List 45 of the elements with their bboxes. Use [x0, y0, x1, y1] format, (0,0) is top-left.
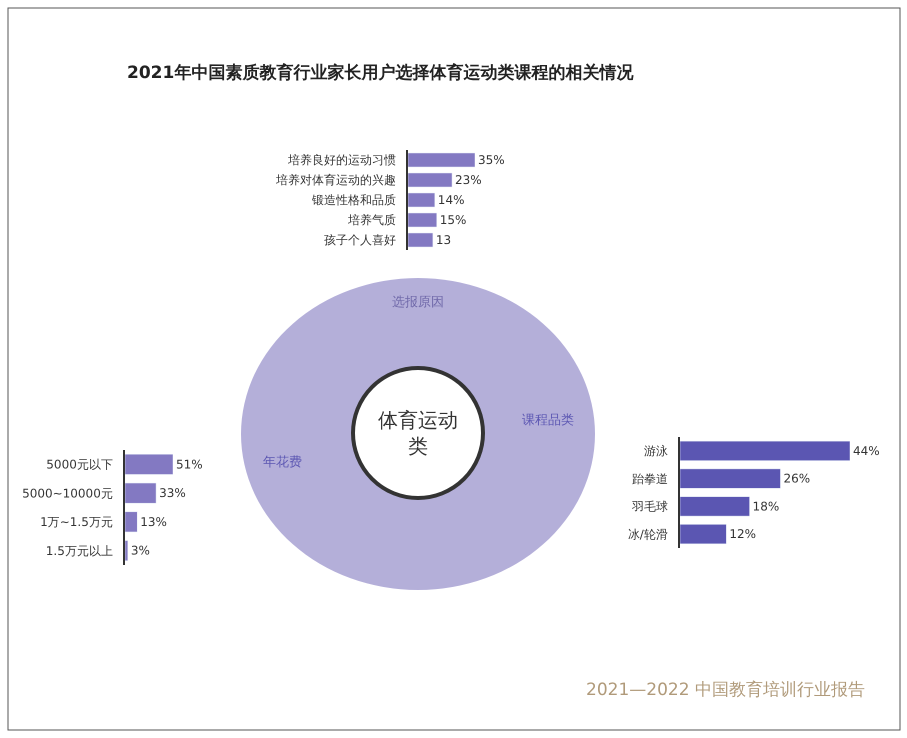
y-tick-label: 培养对体育运动的兴趣	[274, 173, 396, 188]
data-label: 35%	[478, 153, 505, 167]
y-tick-label: 跆拳道	[632, 472, 668, 486]
y-tick-label: 培养气质	[346, 213, 396, 228]
text: 课程品类	[522, 413, 574, 428]
data-label: 51%	[176, 457, 203, 472]
text: 年花费	[263, 455, 302, 470]
bar	[408, 232, 434, 248]
y-tick-label: 1万~1.5万元	[40, 515, 113, 530]
y-tick-label: 5000~10000元	[22, 486, 113, 500]
data-label: 44%	[853, 444, 880, 458]
bar	[125, 454, 173, 475]
data-label: 23%	[455, 173, 482, 187]
data-label: 12%	[729, 527, 756, 542]
y-tick-label: 游泳	[644, 444, 668, 458]
data-label: 26%	[783, 472, 810, 486]
text: 2021—2022 中国教育培训行业报告	[586, 680, 865, 700]
data-label: 18%	[752, 499, 780, 514]
data-label: 14%	[438, 193, 464, 207]
bar	[680, 524, 727, 544]
bar	[680, 468, 781, 489]
y-tick-label: 冰/轮滑	[628, 527, 668, 542]
bar	[408, 152, 475, 168]
text: 选报原因	[392, 295, 444, 310]
data-label: 13	[436, 233, 452, 247]
y-tick-label: 锻造性格和品质	[310, 193, 396, 208]
bar	[680, 496, 750, 516]
bar	[408, 172, 452, 188]
y-tick-label: 羽毛球	[630, 500, 668, 514]
data-label: 13%	[140, 514, 167, 529]
text: 体育运动类	[378, 408, 458, 458]
bar	[125, 512, 138, 532]
bar	[125, 482, 156, 504]
y-tick-label: 培养良好的运动习惯	[286, 153, 396, 168]
y-tick-label: 孩子个人喜好	[324, 233, 396, 248]
y-tick-label: 1.5万元以上	[46, 544, 113, 558]
bar	[680, 440, 850, 461]
bar	[408, 212, 437, 228]
data-label: 33%	[159, 486, 186, 500]
bar	[125, 540, 128, 561]
text: 2021年中国素质教育行业家长用户选择体育运动类课程的相关情况	[127, 62, 634, 83]
data-label: 15%	[440, 213, 466, 227]
bar	[408, 192, 436, 208]
data-label: 3%	[130, 544, 150, 558]
y-tick-label: 5000元以下	[46, 458, 113, 472]
